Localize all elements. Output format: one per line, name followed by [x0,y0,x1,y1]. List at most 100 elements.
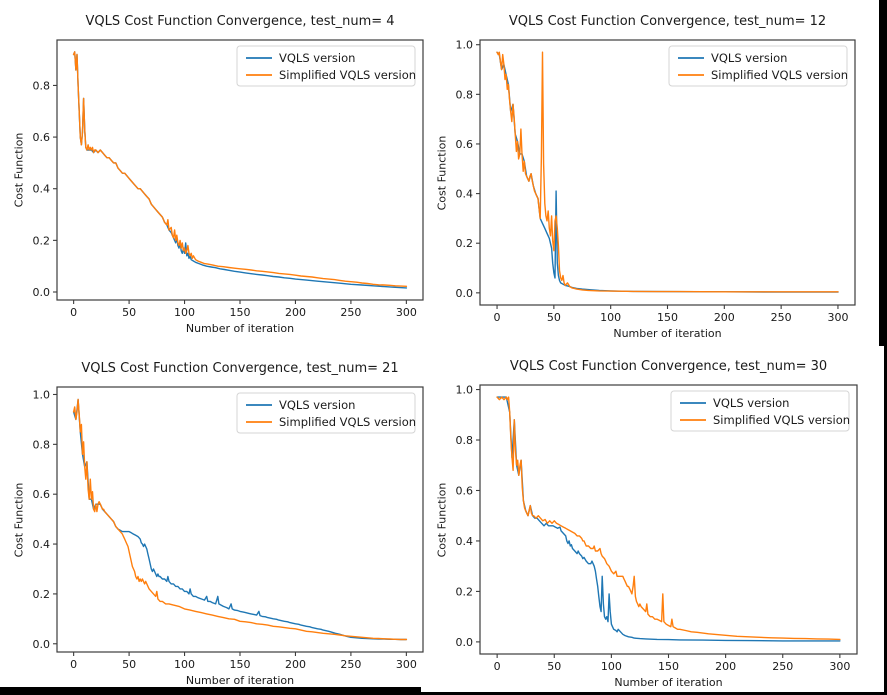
plot-title: VQLS Cost Function Convergence, test_num… [508,14,827,29]
x-tick-label: 250 [771,311,792,324]
x-tick-label: 100 [174,658,195,671]
y-tick-label: 1.0 [33,388,51,401]
x-tick-label: 300 [827,311,848,324]
plot-canvas: 0 50 100 150 200 250 300 0.0 0.2 0.4 0.6 0.8 1.0 VQLS… [456,39,856,324]
y-tick-label: 0.0 [456,636,474,649]
x-tick-label: 50 [547,311,561,324]
x-tick-label: 250 [340,658,361,671]
window-edge-bottom-bar [0,687,421,695]
axes-frame [56,39,424,301]
y-tick-label: 0.8 [456,434,474,447]
x-tick-label: 200 [715,660,736,673]
series-line-simplified-vqls-version [72,398,408,641]
series-line-vqls-version [496,396,841,642]
x-tick-label: 200 [285,306,306,319]
axes-frame [479,384,858,655]
y-tick-label: 0.6 [456,138,474,151]
window-edge-right-bar [879,0,887,346]
legend-label: Simplified VQLS version [279,68,416,82]
subplot-test-num-4: 0 50 100 150 200 250 300 0.0 0.2 0.4 0.6 0.8 VQLS ve… [0,0,455,348]
x-tick-label: 200 [285,658,306,671]
legend-box [668,45,848,87]
legend-label: VQLS version [711,51,787,65]
plot-canvas: 0 50 100 150 200 250 300 0.0 0.2 0.4 0.6 0.8 VQLS ve… [33,39,424,319]
axes-frame [56,386,424,653]
x-tick-label: 150 [657,311,678,324]
legend-label: VQLS version [279,51,355,65]
subplot-test-num-12: 0 50 100 150 200 250 300 0.0 0.2 0.4 0.6 0.8 1.0 VQLS… [430,0,887,348]
legend-box [236,45,416,87]
y-tick-label: 0.4 [33,538,51,551]
x-tick-label: 50 [547,660,561,673]
x-tick-label: 150 [658,660,679,673]
legend-label: VQLS version [713,396,789,410]
y-tick-label: 0.4 [456,535,474,548]
legend-label: Simplified VQLS version [713,413,850,427]
y-tick-label: 1.0 [456,39,474,52]
series-line-simplified-vqls-version [496,51,839,293]
y-tick-label: 0.6 [456,484,474,497]
x-tick-label: 150 [230,658,251,671]
x-tick-label: 300 [829,660,850,673]
x-tick-label: 0 [494,660,501,673]
x-tick-label: 100 [600,311,621,324]
series-line-vqls-version [72,51,408,289]
series-line-vqls-version [72,398,408,641]
x-axis-label: Number of iteration [613,327,722,340]
subplot-test-num-21: 0 50 100 150 200 250 300 0.0 0.2 0.4 0.6 0.8 1.0 VQLS… [0,348,455,695]
y-tick-label: 0.4 [456,188,474,201]
y-tick-label: 0.2 [456,585,474,598]
plot-title: VQLS Cost Function Convergence, test_num… [85,14,395,29]
legend-label: Simplified VQLS version [711,68,848,82]
y-tick-label: 0.8 [456,88,474,101]
window-edge-bottom-line [421,692,887,695]
x-axis-label: Number of iteration [185,674,295,687]
x-tick-label: 0 [70,658,77,671]
x-tick-label: 100 [601,660,622,673]
axes-frame [479,39,856,306]
legend-label: Simplified VQLS version [279,415,416,429]
plot-title: VQLS Cost Function Convergence, test_num… [81,361,399,376]
y-tick-label: 0.0 [33,286,51,299]
subplot-test-num-30: 0 50 100 150 200 250 300 0.0 0.2 0.4 0.6 0.8 1.0 VQLS… [430,348,887,695]
x-tick-label: 250 [772,660,793,673]
y-tick-label: 0.2 [33,588,51,601]
y-tick-label: 0.8 [33,79,51,92]
legend-box [670,390,850,432]
series-line-vqls-version [496,51,839,293]
y-axis-label: Cost Function [435,135,449,210]
x-tick-label: 100 [174,306,195,319]
x-tick-label: 50 [122,306,136,319]
window-edge-right-line [884,346,887,695]
x-tick-label: 250 [340,306,361,319]
y-axis-label: Cost Function [12,132,26,208]
y-axis-label: Cost Function [435,482,449,557]
legend-box [236,392,416,434]
y-tick-label: 0.0 [456,287,474,300]
y-axis-label: Cost Function [12,482,26,557]
x-tick-label: 200 [714,311,735,324]
x-axis-label: Number of iteration [614,676,723,689]
plot-canvas: 0 50 100 150 200 250 300 0.0 0.2 0.4 0.6 0.8 1.0 VQLS… [33,386,424,671]
y-tick-label: 0.2 [33,234,51,247]
y-tick-label: 1.0 [456,384,474,397]
plot-title: VQLS Cost Function Convergence, test_num… [509,359,828,374]
series-line-simplified-vqls-version [496,396,841,641]
x-axis-label: Number of iteration [185,322,295,335]
x-tick-label: 50 [122,658,136,671]
y-tick-label: 0.2 [456,237,474,250]
y-tick-label: 0.8 [33,438,51,451]
y-tick-label: 0.6 [33,131,51,144]
x-tick-label: 0 [70,306,77,319]
plot-canvas: 0 50 100 150 200 250 300 0.0 0.2 0.4 0.6 0.8 1.0 VQLS… [456,384,858,673]
legend-label: VQLS version [279,398,355,412]
y-tick-label: 0.6 [33,488,51,501]
x-tick-label: 150 [230,306,251,319]
y-tick-label: 0.4 [33,183,51,196]
y-tick-label: 0.0 [33,638,51,651]
x-tick-label: 0 [494,311,501,324]
x-tick-label: 300 [396,658,417,671]
x-tick-label: 300 [396,306,417,319]
series-line-simplified-vqls-version [72,51,408,287]
